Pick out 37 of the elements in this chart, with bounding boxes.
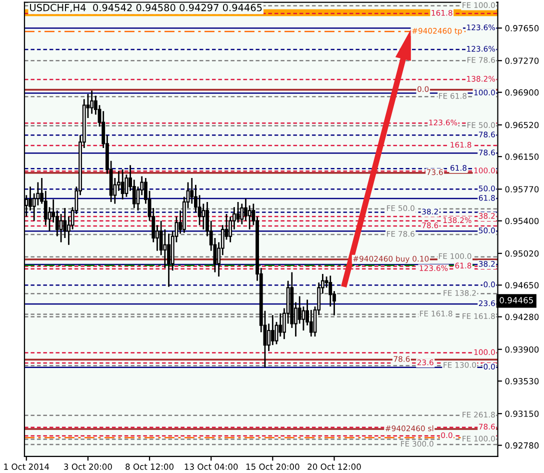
x-tick-label: 8 Oct 12:00 bbox=[126, 464, 174, 470]
y-tick-label: 0.97270 bbox=[505, 58, 539, 64]
y-tick-label: 0.93900 bbox=[505, 346, 539, 353]
x-tick-label: 20 Oct 12:00 bbox=[308, 464, 361, 470]
candlestick bbox=[117, 170, 120, 192]
y-tick-label: 0.95770 bbox=[505, 186, 539, 192]
y-tick-label: 0.96520 bbox=[505, 122, 539, 128]
candlestick bbox=[328, 274, 332, 308]
candlestick bbox=[309, 309, 313, 338]
x-tick-label: 13 Oct 04:00 bbox=[184, 464, 238, 470]
y-tick-label: 0.96900 bbox=[505, 89, 539, 96]
y-tick-label: 0.94650 bbox=[505, 282, 539, 288]
y-tick-label: 0.97650 bbox=[505, 25, 539, 32]
x-tick-label: 15 Oct 20:00 bbox=[246, 464, 300, 470]
candlestick bbox=[120, 168, 124, 200]
annotation: 0.94465 bbox=[500, 297, 533, 304]
y-tick-label: 0.94280 bbox=[505, 314, 539, 320]
chart-title: USDCHF,H4 0.94542 0.94580 0.94297 0.94465 bbox=[30, 4, 262, 12]
x-tick-label: 1 Oct 2014 bbox=[4, 464, 50, 470]
candlestick bbox=[90, 90, 94, 114]
candlestick bbox=[278, 312, 282, 338]
y-tick-label: 0.93150 bbox=[505, 410, 539, 417]
candlestick bbox=[132, 179, 136, 209]
y-tick-label: 0.92780 bbox=[505, 442, 539, 449]
candlestick bbox=[163, 228, 167, 269]
candlestick bbox=[194, 184, 198, 213]
y-tick-label: 0.96150 bbox=[505, 154, 539, 160]
candlestick bbox=[270, 314, 274, 346]
y-tick-label: 0.93530 bbox=[505, 378, 539, 384]
y-tick-label: 0.95020 bbox=[505, 250, 539, 257]
y-tick-label: 0.95400 bbox=[505, 218, 539, 224]
candlestick bbox=[248, 204, 252, 230]
candlestick bbox=[228, 216, 232, 243]
candlestick bbox=[202, 203, 206, 230]
candlestick bbox=[167, 232, 170, 288]
candlestick bbox=[190, 177, 194, 204]
x-tick-label: 3 Oct 20:00 bbox=[64, 464, 112, 470]
